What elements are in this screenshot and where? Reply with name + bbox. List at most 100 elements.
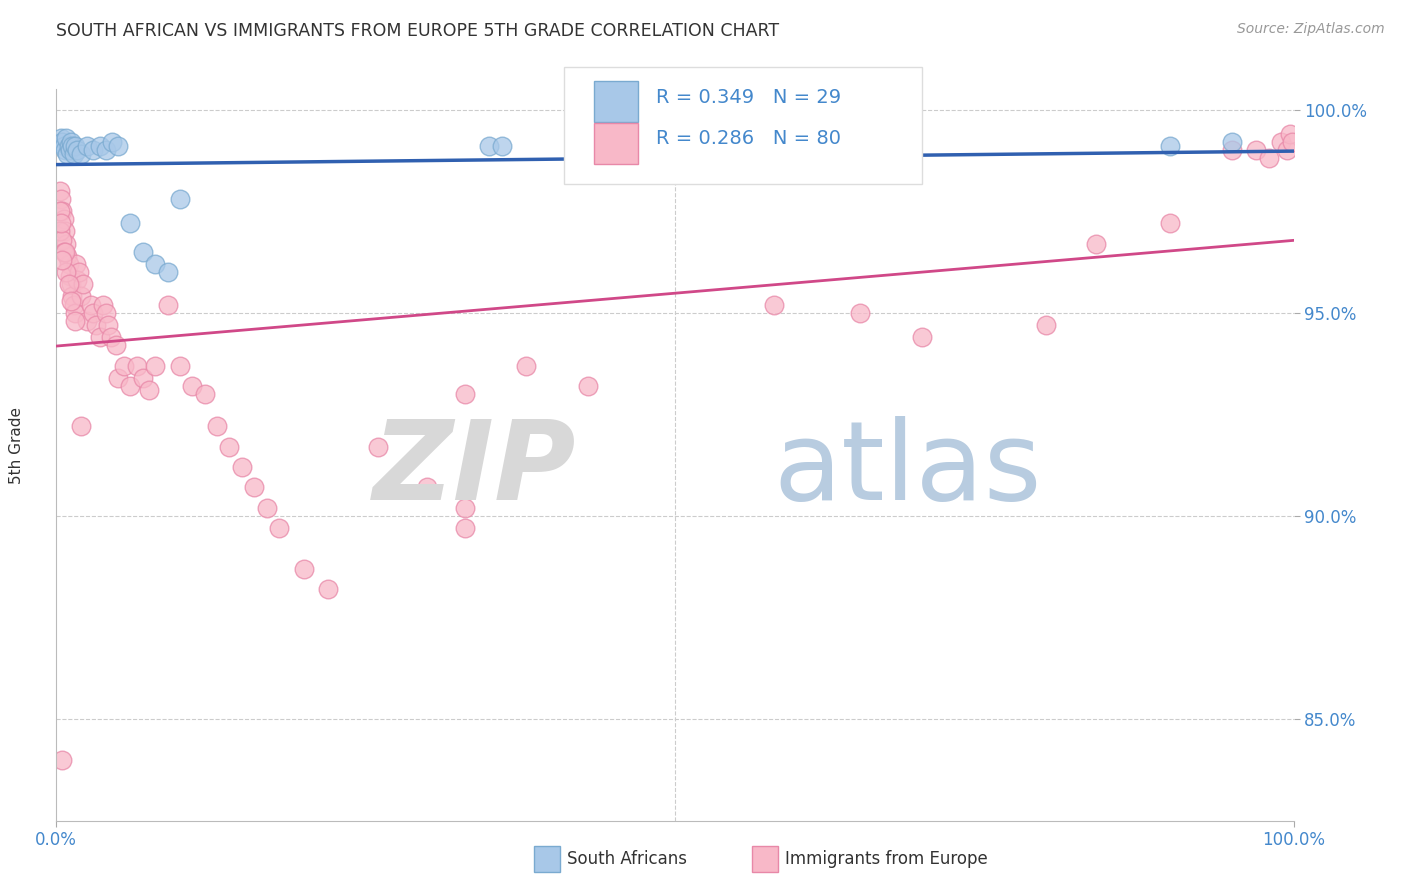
Point <box>53 143 76 157</box>
Point <box>70 419 93 434</box>
Point <box>70 289 93 303</box>
Point <box>72 277 94 292</box>
Point <box>51 135 73 149</box>
Point <box>49 184 72 198</box>
Point <box>181 379 204 393</box>
Point <box>63 139 86 153</box>
Point <box>138 383 160 397</box>
Text: ZIP: ZIP <box>373 416 576 523</box>
Point <box>1281 135 1303 149</box>
Point <box>1084 236 1107 251</box>
Text: R = 0.286   N = 80: R = 0.286 N = 80 <box>657 129 841 148</box>
Point <box>194 387 217 401</box>
Point <box>1159 216 1181 230</box>
Point <box>100 330 122 344</box>
Point <box>367 440 389 454</box>
Point <box>104 338 127 352</box>
Point <box>59 143 82 157</box>
Point <box>53 244 76 259</box>
Point <box>82 306 104 320</box>
Point <box>292 562 315 576</box>
Point <box>453 387 475 401</box>
Bar <box>595 123 638 164</box>
Text: SOUTH AFRICAN VS IMMIGRANTS FROM EUROPE 5TH GRADE CORRELATION CHART: SOUTH AFRICAN VS IMMIGRANTS FROM EUROPE … <box>56 22 779 40</box>
Point <box>89 139 111 153</box>
Point <box>52 244 75 259</box>
Point <box>76 314 98 328</box>
Point <box>60 277 83 292</box>
Point <box>267 521 290 535</box>
Point <box>169 359 191 373</box>
Point <box>1270 135 1292 149</box>
Point <box>1246 143 1268 157</box>
Point <box>70 147 93 161</box>
Point <box>55 265 77 279</box>
Point <box>56 249 79 263</box>
Point <box>89 330 111 344</box>
Point <box>762 297 785 311</box>
Point <box>1257 151 1279 165</box>
FancyBboxPatch shape <box>564 67 922 185</box>
Point <box>576 379 599 393</box>
Point <box>1035 318 1057 332</box>
Point <box>62 297 84 311</box>
Point <box>49 224 72 238</box>
Text: R = 0.349   N = 29: R = 0.349 N = 29 <box>657 87 841 107</box>
Point <box>1220 135 1243 149</box>
Point <box>1220 143 1243 157</box>
Point <box>318 582 340 596</box>
Point <box>56 147 79 161</box>
Point <box>169 192 191 206</box>
Text: Source: ZipAtlas.com: Source: ZipAtlas.com <box>1237 22 1385 37</box>
Point <box>51 233 73 247</box>
Point <box>60 135 83 149</box>
Point <box>132 244 155 259</box>
Point <box>125 359 148 373</box>
Point <box>156 297 179 311</box>
Point <box>231 460 253 475</box>
Point <box>67 265 90 279</box>
Point <box>51 192 73 206</box>
Point <box>65 257 87 271</box>
Text: Immigrants from Europe: Immigrants from Europe <box>785 850 987 868</box>
Point <box>478 139 501 153</box>
Point <box>218 440 240 454</box>
Text: South Africans: South Africans <box>567 850 686 868</box>
Point <box>66 273 89 287</box>
Point <box>94 306 117 320</box>
Text: atlas: atlas <box>773 416 1042 523</box>
Point <box>911 330 934 344</box>
Point <box>97 318 120 332</box>
Point <box>52 139 75 153</box>
Point <box>63 314 86 328</box>
Point <box>491 139 513 153</box>
Point <box>101 135 124 149</box>
Point <box>58 139 80 153</box>
Point <box>51 216 73 230</box>
Point <box>55 131 77 145</box>
Point <box>132 370 155 384</box>
Point <box>66 143 89 157</box>
Point <box>453 500 475 515</box>
Point <box>156 265 179 279</box>
Point <box>143 257 166 271</box>
Point <box>120 216 142 230</box>
Point <box>91 297 114 311</box>
Point <box>120 379 142 393</box>
Point <box>53 224 76 238</box>
Point <box>59 269 82 284</box>
Point <box>80 297 103 311</box>
Point <box>76 139 98 153</box>
Point <box>58 277 80 292</box>
Point <box>94 143 117 157</box>
Point <box>60 139 83 153</box>
Point <box>243 480 266 494</box>
Point <box>205 419 228 434</box>
Point <box>52 212 75 227</box>
Point <box>51 753 73 767</box>
Point <box>107 370 129 384</box>
Point <box>49 204 72 219</box>
Point <box>60 289 83 303</box>
Point <box>515 359 537 373</box>
Point <box>453 521 475 535</box>
